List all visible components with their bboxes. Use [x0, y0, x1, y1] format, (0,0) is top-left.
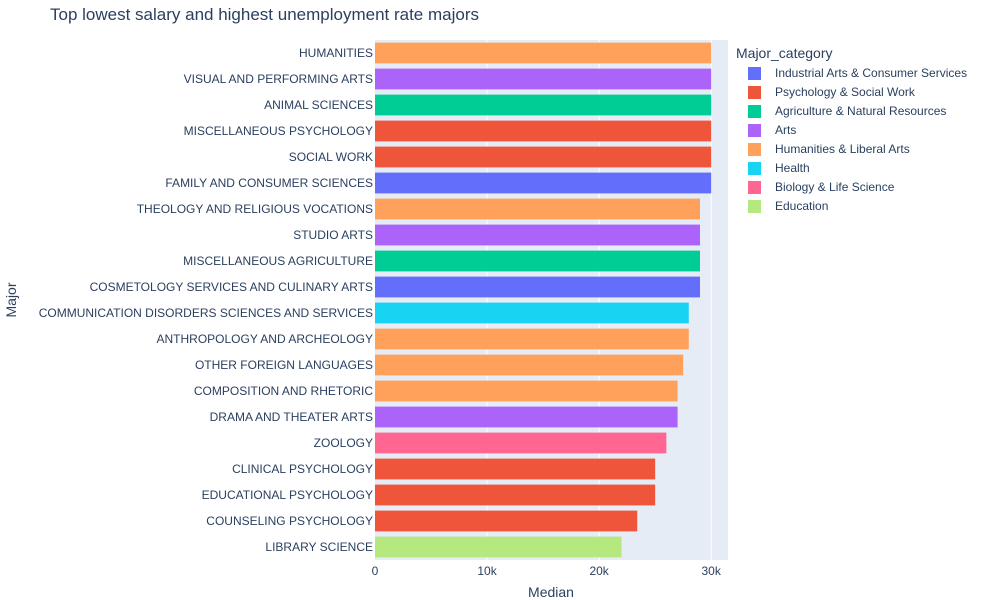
bar	[375, 406, 678, 428]
legend-label: Agriculture & Natural Resources	[775, 104, 946, 118]
y-tick-label: DRAMA AND THEATER ARTS	[210, 410, 373, 424]
y-tick-label: LIBRARY SCIENCE	[265, 540, 373, 554]
bar	[375, 354, 684, 376]
y-tick-label: STUDIO ARTS	[293, 228, 373, 242]
legend: Major_category Industrial Arts & Consume…	[736, 45, 967, 213]
bar	[375, 302, 689, 324]
legend-label: Biology & Life Science	[775, 180, 895, 194]
legend-swatch	[748, 162, 761, 175]
bar	[375, 120, 712, 142]
legend-item[interactable]: Agriculture & Natural Resources	[748, 104, 946, 118]
bar	[375, 146, 712, 168]
x-tick-labels: 0 10k 20k 30k	[372, 564, 722, 578]
legend-label: Health	[775, 161, 810, 175]
y-tick-label: THEOLOGY AND RELIGIOUS VOCATIONS	[137, 202, 373, 216]
bar	[375, 484, 656, 506]
y-tick-label: ANIMAL SCIENCES	[264, 98, 373, 112]
y-tick-label: COMMUNICATION DISORDERS SCIENCES AND SER…	[39, 306, 373, 320]
y-tick-label: COMPOSITION AND RHETORIC	[194, 384, 373, 398]
bar	[375, 68, 712, 90]
y-tick-label: ANTHROPOLOGY AND ARCHEOLOGY	[157, 332, 374, 346]
bar	[375, 380, 678, 402]
legend-swatch	[748, 181, 761, 194]
legend-swatch	[748, 124, 761, 137]
y-tick-label: ZOOLOGY	[314, 436, 373, 450]
x-tick-label: 20k	[589, 564, 609, 578]
x-tick-label: 30k	[702, 564, 722, 578]
y-axis-title: Major	[3, 282, 19, 317]
legend-swatch	[748, 143, 761, 156]
bar	[375, 510, 638, 532]
bar	[375, 536, 622, 558]
x-tick-label: 0	[372, 564, 379, 578]
legend-swatch	[748, 200, 761, 213]
bar	[375, 42, 712, 64]
legend-swatch	[748, 86, 761, 99]
bar	[375, 172, 712, 194]
bar	[375, 458, 656, 480]
legend-item[interactable]: Humanities & Liberal Arts	[748, 142, 910, 156]
x-axis-title: Median	[528, 584, 574, 600]
bar	[375, 432, 667, 454]
legend-item[interactable]: Psychology & Social Work	[748, 85, 916, 99]
legend-item[interactable]: Health	[748, 161, 810, 175]
legend-label: Arts	[775, 123, 796, 137]
legend-title: Major_category	[736, 45, 833, 61]
legend-label: Humanities & Liberal Arts	[775, 142, 910, 156]
bars-group	[375, 42, 712, 558]
legend-swatch	[748, 105, 761, 118]
legend-item[interactable]: Arts	[748, 123, 796, 137]
y-tick-label: VISUAL AND PERFORMING ARTS	[184, 72, 373, 86]
y-tick-labels: HUMANITIES VISUAL AND PERFORMING ARTS ANIM…	[39, 46, 374, 554]
legend-item[interactable]: Biology & Life Science	[748, 180, 895, 194]
y-tick-label: FAMILY AND CONSUMER SCIENCES	[165, 176, 373, 190]
bar	[375, 94, 712, 116]
y-tick-label: CLINICAL PSYCHOLOGY	[232, 462, 373, 476]
y-tick-label: COSMETOLOGY SERVICES AND CULINARY ARTS	[90, 280, 373, 294]
y-tick-label: MISCELLANEOUS AGRICULTURE	[183, 254, 373, 268]
y-tick-label: MISCELLANEOUS PSYCHOLOGY	[184, 124, 373, 138]
y-tick-label: COUNSELING PSYCHOLOGY	[206, 514, 373, 528]
plot-area	[375, 40, 728, 560]
legend-item[interactable]: Education	[748, 199, 828, 213]
y-tick-label: OTHER FOREIGN LANGUAGES	[195, 358, 373, 372]
y-tick-label: EDUCATIONAL PSYCHOLOGY	[202, 488, 373, 502]
bar	[375, 276, 700, 298]
legend-swatch	[748, 67, 761, 80]
chart-title: Top lowest salary and highest unemployme…	[50, 5, 479, 24]
legend-item[interactable]: Industrial Arts & Consumer Services	[748, 66, 967, 80]
x-tick-label: 10k	[477, 564, 497, 578]
bar	[375, 198, 700, 220]
bar	[375, 250, 700, 272]
legend-label: Industrial Arts & Consumer Services	[775, 66, 967, 80]
bar	[375, 224, 700, 246]
legend-label: Education	[775, 199, 828, 213]
legend-label: Psychology & Social Work	[775, 85, 916, 99]
y-tick-label: HUMANITIES	[299, 46, 373, 60]
y-tick-label: SOCIAL WORK	[289, 150, 373, 164]
legend-items: Industrial Arts & Consumer Services Psych…	[748, 66, 967, 213]
bar	[375, 328, 689, 350]
